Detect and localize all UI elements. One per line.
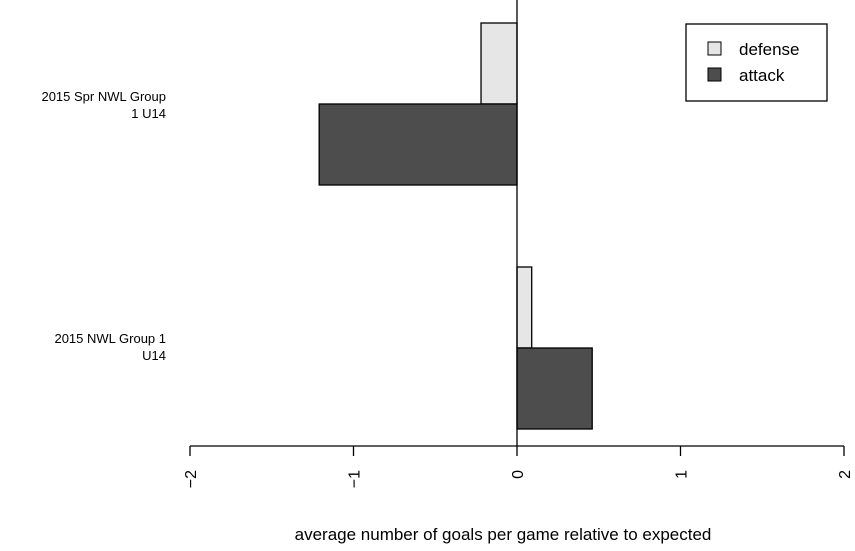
legend-label-attack: attack	[739, 66, 785, 85]
category-label-2-line-2: U14	[142, 348, 166, 363]
bar-defense-2	[516, 266, 533, 349]
legend-box	[685, 23, 828, 102]
x-tick-label--1: −1	[347, 470, 364, 488]
bars-group	[318, 22, 593, 430]
x-tick-label-0: 0	[510, 470, 527, 479]
category-labels: 2015 Spr NWL Group 1 U14 2015 NWL Group …	[41, 89, 166, 363]
x-tick-label-1: 1	[674, 470, 691, 479]
x-axis-ticks: −2 −1 0 1 2	[183, 446, 854, 488]
legend-swatch-attack	[707, 67, 722, 82]
x-tick-label--2: −2	[183, 470, 200, 488]
category-label-1-line-2: 1 U14	[131, 106, 166, 121]
bar-attack-1	[318, 103, 518, 186]
legend-swatch-defense	[707, 41, 722, 56]
x-axis-title: average number of goals per game relativ…	[295, 525, 712, 544]
legend-label-defense: defense	[739, 40, 800, 59]
category-label-2-line-1: 2015 NWL Group 1	[54, 331, 166, 346]
category-label-1-line-1: 2015 Spr NWL Group	[41, 89, 166, 104]
legend: defense attack	[685, 23, 828, 102]
x-tick-label-2: 2	[837, 470, 854, 479]
bar-defense-1	[480, 22, 518, 105]
x-axis: −2 −1 0 1 2	[183, 445, 854, 488]
bar-attack-2	[516, 347, 593, 430]
